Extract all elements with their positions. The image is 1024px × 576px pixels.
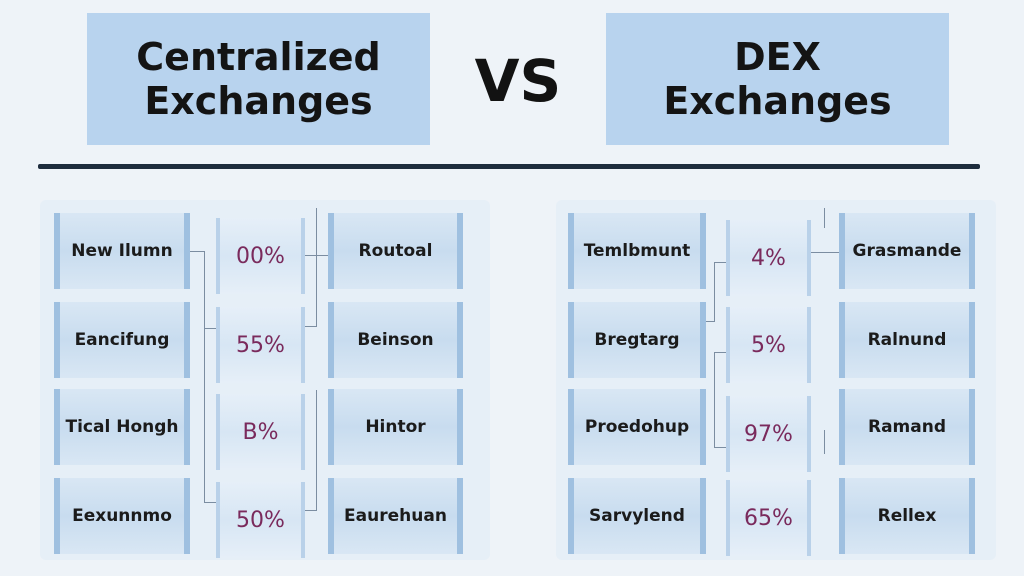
- left-row-3-percent: B%: [216, 394, 305, 470]
- right-connector-line: [811, 252, 839, 253]
- left-connector-line: [204, 502, 216, 503]
- right-row-4-percent: 65%: [726, 480, 811, 556]
- dex-title-line1: DEX: [734, 35, 821, 79]
- left-row-3-name: Tical Hongh: [54, 389, 190, 465]
- vs-label: VS: [474, 47, 562, 115]
- right-row-1-result: Grasmande: [839, 213, 975, 289]
- right-row-2-result: Ralnund: [839, 302, 975, 378]
- left-connector-line: [204, 251, 205, 503]
- dex-exchanges-banner: DEX Exchanges: [606, 13, 949, 145]
- left-row-1-percent: 00%: [216, 218, 305, 294]
- right-row-3-name: Proedohup: [568, 389, 706, 465]
- left-connector-line: [204, 328, 216, 329]
- left-row-4-percent: 50%: [216, 482, 305, 558]
- centralized-title-line1: Centralized: [136, 35, 381, 79]
- left-connector-line: [305, 255, 329, 256]
- right-connector-line: [705, 321, 715, 322]
- centralized-title-line2: Exchanges: [144, 79, 373, 123]
- left-connector-line: [190, 251, 204, 252]
- right-row-2-name: Bregtarg: [568, 302, 706, 378]
- left-connector-line: [316, 390, 317, 510]
- left-row-1-result: Routoal: [328, 213, 463, 289]
- left-row-1-name: New Ilumn: [54, 213, 190, 289]
- right-connector-line: [714, 352, 726, 353]
- right-row-1-name: Temlbmunt: [568, 213, 706, 289]
- centralized-exchanges-banner: Centralized Exchanges: [87, 13, 430, 145]
- left-row-2-name: Eancifung: [54, 302, 190, 378]
- left-row-2-result: Beinson: [328, 302, 463, 378]
- right-connector-line: [714, 262, 726, 263]
- left-row-4-result: Eaurehuan: [328, 478, 463, 554]
- right-row-1-percent: 4%: [726, 220, 811, 296]
- right-connector-line: [714, 447, 726, 448]
- right-connector-line: [824, 430, 825, 454]
- right-connector-line: [824, 208, 825, 228]
- left-connector-line: [305, 510, 317, 511]
- left-connector-line: [316, 208, 317, 326]
- header-divider: [38, 164, 980, 169]
- dex-title-line2: Exchanges: [663, 79, 892, 123]
- left-row-3-result: Hintor: [328, 389, 463, 465]
- right-row-2-percent: 5%: [726, 307, 811, 383]
- right-connector-line: [714, 262, 715, 322]
- right-row-3-percent: 97%: [726, 396, 811, 472]
- left-row-2-percent: 55%: [216, 307, 305, 383]
- left-connector-line: [305, 326, 317, 327]
- right-connector-line: [714, 352, 715, 448]
- right-row-4-name: Sarvylend: [568, 478, 706, 554]
- right-row-3-result: Ramand: [839, 389, 975, 465]
- left-row-4-name: Eexunnmo: [54, 478, 190, 554]
- right-row-4-result: Rellex: [839, 478, 975, 554]
